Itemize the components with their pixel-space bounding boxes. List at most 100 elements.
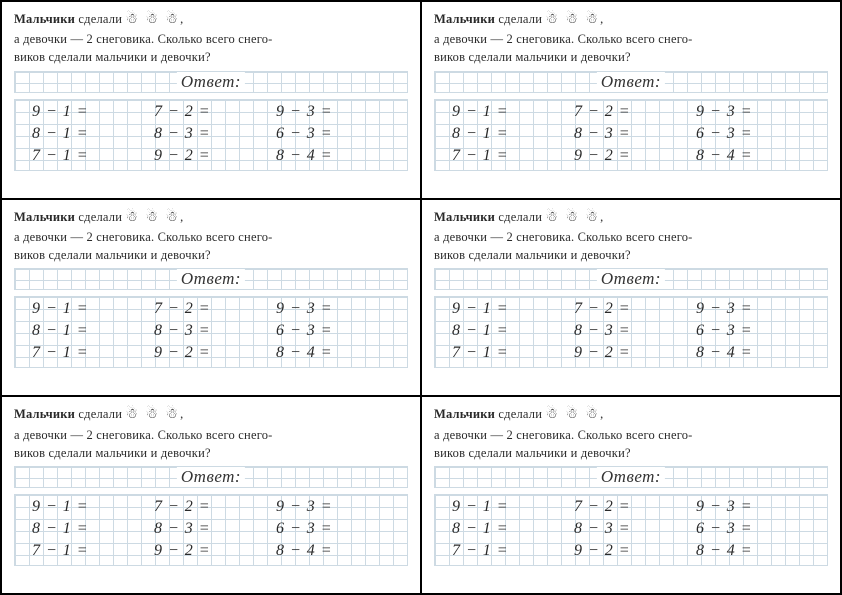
equations-block: 9 − 1 =8 − 1 =7 − 1 =7 − 2 =8 − 3 =9 − 2… xyxy=(434,494,828,566)
equation-columns: 9 − 1 =8 − 1 =7 − 1 =7 − 2 =8 − 3 =9 − 2… xyxy=(14,296,408,368)
problem-line1-a: Мальчики сделали xyxy=(434,407,545,421)
equation: 8 − 3 = xyxy=(154,125,276,143)
equation: 7 − 1 = xyxy=(32,542,154,560)
answer-label: Ответ: xyxy=(177,72,245,92)
equation: 8 − 1 = xyxy=(452,125,574,143)
snowman-icon: ☃ ☃ ☃ xyxy=(545,10,600,30)
problem-line2: а девочки — 2 снеговика. Сколько всего с… xyxy=(434,32,693,46)
problem-line3: виков сделали мальчики и девочки? xyxy=(14,446,211,460)
equation-column: 9 − 1 = 8 − 1 = 7 − 1 = xyxy=(452,300,574,368)
equation: 7 − 2 = xyxy=(574,103,696,121)
equation: 7 − 2 = xyxy=(154,103,276,121)
equation: 9 − 1 = xyxy=(452,300,574,318)
answer-label: Ответ: xyxy=(177,467,245,487)
problem-line2: а девочки — 2 снеговика. Сколько всего с… xyxy=(14,428,273,442)
problem-line2: а девочки — 2 снеговика. Сколько всего с… xyxy=(14,32,273,46)
equation: 8 − 1 = xyxy=(452,520,574,538)
equation: 8 − 4 = xyxy=(696,542,818,560)
equation-column: 7 − 2 =8 − 3 =9 − 2 = xyxy=(574,498,696,566)
equations-block: 9 − 1 =8 − 1 =7 − 1 =7 − 2 =8 − 3 =9 − 2… xyxy=(14,99,408,171)
equation: 9 − 2 = xyxy=(154,542,276,560)
equation: 9 − 3 = xyxy=(276,103,398,121)
equation: 7 − 2 = xyxy=(154,300,276,318)
equation-column: 9 − 3 =6 − 3 =8 − 4 = xyxy=(276,103,398,171)
worksheet-card: Мальчики сделали ☃ ☃ ☃, а девочки — 2 сне… xyxy=(1,1,421,199)
equation-column: 9 − 1 =8 − 1 =7 − 1 = xyxy=(32,103,154,171)
equation-column: 9 − 1 =8 − 1 =7 − 1 = xyxy=(32,498,154,566)
problem-line1-a: Мальчики сделали xyxy=(14,12,125,26)
equations-block: 9 − 1 =8 − 1 =7 − 1 =7 − 2 = 8 − 3 = 9 − 2… xyxy=(14,494,408,566)
equation-column: 9 − 3 = 6 − 3 = 8 − 4 = xyxy=(696,300,818,368)
problem-line3: виков сделали мальчики и девочки? xyxy=(434,446,631,460)
equation-column: 7 − 2 = 8 − 3 = 9 − 2 = xyxy=(154,498,276,566)
problem-line2: а девочки — 2 снеговика. Сколько всего с… xyxy=(14,230,273,244)
equation: 9 − 3 = xyxy=(696,498,818,516)
equation: 6 − 3 = xyxy=(696,125,818,143)
equation: 6 − 3 = xyxy=(276,125,398,143)
equation-column: 9 − 1 =8 − 1 =7 − 1 = xyxy=(452,498,574,566)
snowman-icon: ☃ ☃ ☃ xyxy=(125,208,180,228)
equation-column: 7 − 2 =8 − 3 =9 − 2 = xyxy=(154,300,276,368)
equation: 8 − 4 = xyxy=(696,147,818,165)
equations-block: 9 − 1 = 8 − 1 = 7 − 1 = 7 − 2 = 8 − 3 = 9 − 2… xyxy=(434,99,828,171)
equation: 8 − 3 = xyxy=(574,125,696,143)
problem-line3: виков сделали мальчики и девочки? xyxy=(434,248,631,262)
equation: 9 − 2 = xyxy=(154,344,276,362)
equation-column: 9 − 1 =8 − 1 =7 − 1 = xyxy=(32,300,154,368)
problem-text: Мальчики сделали ☃ ☃ ☃,а девочки — 2 сне… xyxy=(14,405,408,462)
equation: 8 − 3 = xyxy=(154,520,276,538)
problem-text: Мальчики сделали ☃ ☃ ☃,а девочки — 2 сне… xyxy=(434,405,828,462)
equation: 7 − 1 = xyxy=(452,542,574,560)
problem-line1-a: Мальчики сделали xyxy=(434,210,545,224)
equation: 8 − 1 = xyxy=(32,125,154,143)
equation-columns: 9 − 1 = 8 − 1 = 7 − 1 = 7 − 2 = 8 − 3 = 9 − 2… xyxy=(434,296,828,368)
worksheet-card: Мальчики сделали ☃ ☃ ☃, а девочки — 2 сне… xyxy=(421,1,841,199)
equation: 6 − 3 = xyxy=(696,520,818,538)
problem-line2: а девочки — 2 снеговика. Сколько всего с… xyxy=(434,230,693,244)
equation: 8 − 3 = xyxy=(574,322,696,340)
equation: 8 − 1 = xyxy=(452,322,574,340)
equation: 8 − 3 = xyxy=(574,520,696,538)
equation: 8 − 4 = xyxy=(696,344,818,362)
answer-row: Ответ: xyxy=(434,466,828,488)
equation-column: 9 − 3 =6 − 3 =8 − 4 = xyxy=(276,300,398,368)
equation: 9 − 3 = xyxy=(696,300,818,318)
worksheet-card: Мальчики сделали ☃ ☃ ☃,а девочки — 2 сне… xyxy=(421,396,841,594)
snowman-icon: ☃ ☃ ☃ xyxy=(125,10,180,30)
equation-columns: 9 − 1 =8 − 1 =7 − 1 =7 − 2 =8 − 3 =9 − 2… xyxy=(14,99,408,171)
problem-line1-b: , xyxy=(600,407,603,421)
problem-text: Мальчики сделали ☃ ☃ ☃,а девочки — 2 сне… xyxy=(434,208,828,265)
problem-line1-b: , xyxy=(600,210,603,224)
equation: 7 − 2 = xyxy=(154,498,276,516)
equation: 6 − 3 = xyxy=(696,322,818,340)
equation-column: 7 − 2 = 8 − 3 = 9 − 2 = xyxy=(574,300,696,368)
equation: 9 − 1 = xyxy=(32,300,154,318)
snowman-icon: ☃ ☃ ☃ xyxy=(125,405,180,425)
worksheet-card: Мальчики сделали ☃ ☃ ☃,а девочки — 2 сне… xyxy=(1,396,421,594)
equation-column: 9 − 3 =6 − 3 =8 − 4 = xyxy=(276,498,398,566)
problem-line1-b: , xyxy=(600,12,603,26)
equation: 7 − 1 = xyxy=(32,147,154,165)
equation: 9 − 2 = xyxy=(574,344,696,362)
equation: 9 − 3 = xyxy=(276,300,398,318)
equation-column: 7 − 2 = 8 − 3 = 9 − 2 = xyxy=(574,103,696,171)
equation: 9 − 1 = xyxy=(452,103,574,121)
equation: 9 − 2 = xyxy=(574,147,696,165)
answer-label: Ответ: xyxy=(597,72,665,92)
problem-line1-a: Мальчики сделали xyxy=(434,12,545,26)
equation: 8 − 4 = xyxy=(276,542,398,560)
problem-line1-b: , xyxy=(180,12,183,26)
equation: 7 − 2 = xyxy=(574,300,696,318)
answer-label: Ответ: xyxy=(597,467,665,487)
equation: 7 − 1 = xyxy=(452,147,574,165)
equation: 9 − 3 = xyxy=(696,103,818,121)
problem-line3: виков сделали мальчики и девочки? xyxy=(14,50,211,64)
equation: 7 − 1 = xyxy=(452,344,574,362)
equation: 9 − 2 = xyxy=(574,542,696,560)
answer-label: Ответ: xyxy=(177,269,245,289)
problem-line2: а девочки — 2 снеговика. Сколько всего с… xyxy=(434,428,693,442)
equation-columns: 9 − 1 =8 − 1 =7 − 1 =7 − 2 =8 − 3 =9 − 2… xyxy=(434,494,828,566)
problem-line1-b: , xyxy=(180,407,183,421)
worksheet-card: Мальчики сделали ☃ ☃ ☃,а девочки — 2 сне… xyxy=(421,199,841,397)
worksheet-card: Мальчики сделали ☃ ☃ ☃,а девочки — 2 сне… xyxy=(1,199,421,397)
